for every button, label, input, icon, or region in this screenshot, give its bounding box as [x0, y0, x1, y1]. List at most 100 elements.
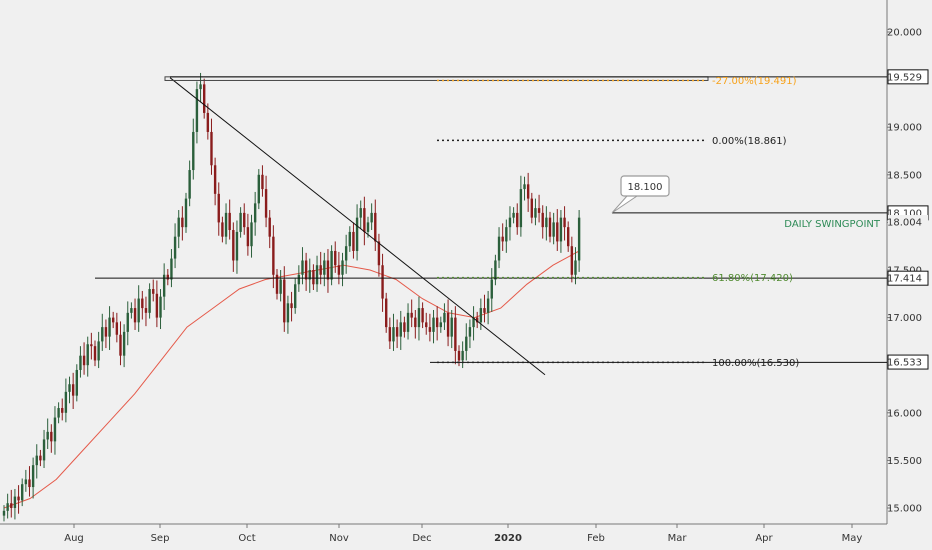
candle-body — [403, 322, 406, 332]
candle-body — [235, 231, 239, 261]
candle-body — [13, 496, 17, 508]
candle-body — [486, 298, 490, 313]
candle-body — [181, 217, 184, 228]
candle-body — [505, 227, 508, 242]
candle-body — [301, 260, 304, 275]
candle-body — [119, 334, 122, 356]
candle-body — [253, 203, 257, 223]
candle-body — [126, 312, 129, 332]
candle-body — [137, 298, 140, 323]
candle-body — [352, 231, 355, 251]
candle-body — [374, 212, 377, 242]
candle-body — [35, 455, 38, 466]
candle-body — [552, 222, 555, 237]
plot-background — [0, 0, 887, 524]
price-label-box — [887, 270, 929, 286]
candle-body — [39, 455, 42, 461]
candle-body — [199, 84, 202, 90]
candle-body — [268, 217, 271, 237]
candle-body — [177, 217, 180, 237]
candle-body — [155, 293, 159, 318]
candle-body — [6, 503, 9, 511]
x-axis-tick-label: Oct — [238, 533, 255, 544]
candle-body — [243, 212, 246, 228]
candle-body — [574, 260, 577, 275]
candle-body — [203, 84, 206, 113]
candle-body — [228, 212, 231, 231]
candle-body — [359, 208, 362, 218]
candle-body — [315, 265, 319, 285]
candle-body — [166, 274, 169, 280]
candle-body — [68, 384, 71, 392]
x-axis-tick-label: Apr — [755, 533, 773, 544]
candle-body — [443, 312, 446, 323]
candle-body — [334, 250, 337, 266]
candle-body — [257, 174, 260, 204]
x-axis-tick-label: Feb — [587, 533, 605, 544]
candle-body — [104, 327, 108, 337]
candle-body — [370, 212, 373, 223]
fib-label-0: 0.00%(18.861) — [712, 136, 787, 147]
candle-body — [97, 341, 100, 361]
candle-body — [294, 284, 297, 309]
candle-body — [461, 350, 464, 361]
fib-label-61: 61.80%(17.420) — [712, 273, 793, 284]
price-label-box — [887, 69, 929, 85]
candle-body — [468, 327, 472, 337]
candle-body — [93, 346, 97, 361]
price-label: 16.533 — [887, 358, 922, 369]
candle-body — [490, 279, 493, 299]
candle-body — [108, 317, 111, 337]
candle-body — [439, 322, 442, 328]
candle-body — [112, 317, 115, 323]
candle-body — [232, 230, 235, 261]
candle-body — [472, 317, 475, 328]
candle-body — [385, 298, 388, 328]
y-axis-tick-label: 20.000 — [887, 28, 922, 39]
candle-body — [210, 131, 213, 166]
candle-body — [432, 317, 435, 332]
candle-body — [341, 260, 344, 275]
candle-body — [414, 317, 417, 328]
candle-body — [213, 165, 217, 194]
candle-body — [122, 331, 126, 356]
candle-body — [508, 217, 512, 228]
candle-body — [526, 184, 530, 199]
fib-label-neg27: -27.00%(19.491) — [712, 76, 797, 87]
candle-body — [548, 217, 552, 237]
swing-point-label: DAILY SWINGPOINT — [784, 219, 881, 230]
candle-body — [64, 391, 68, 413]
candle-body — [450, 317, 453, 337]
candle-body — [534, 208, 537, 218]
candle-body — [556, 222, 559, 242]
candle-body — [250, 222, 253, 247]
candle-body — [261, 174, 264, 190]
candle-body — [512, 212, 515, 218]
fib-label-100: 100.00%(16.530) — [712, 358, 799, 369]
candle-body — [170, 258, 173, 280]
candle-body — [355, 217, 359, 251]
candle-body — [523, 184, 526, 190]
candle-body — [184, 198, 188, 228]
candle-body — [115, 322, 119, 335]
candle-body — [421, 308, 424, 323]
x-axis-tick-label: Aug — [64, 533, 84, 544]
y-axis-tick-label: 18.500 — [887, 170, 922, 181]
candle-body — [559, 217, 563, 242]
candle-body — [545, 217, 548, 228]
candle-body — [479, 308, 483, 323]
candle-body — [435, 317, 439, 328]
price-label-box — [887, 354, 929, 370]
candle-body — [246, 227, 250, 247]
candle-body — [454, 317, 457, 351]
candle-body — [272, 236, 275, 275]
candle-body — [10, 503, 13, 508]
y-axis-tick-label: 15.000 — [887, 504, 922, 515]
candle-body — [31, 465, 35, 488]
x-axis-tick-label: Mar — [668, 533, 688, 544]
callout-pointer — [611, 195, 638, 214]
candle-body — [428, 327, 432, 332]
y-axis-tick-label: 19.000 — [887, 123, 922, 134]
downtrend-line — [169, 77, 546, 376]
